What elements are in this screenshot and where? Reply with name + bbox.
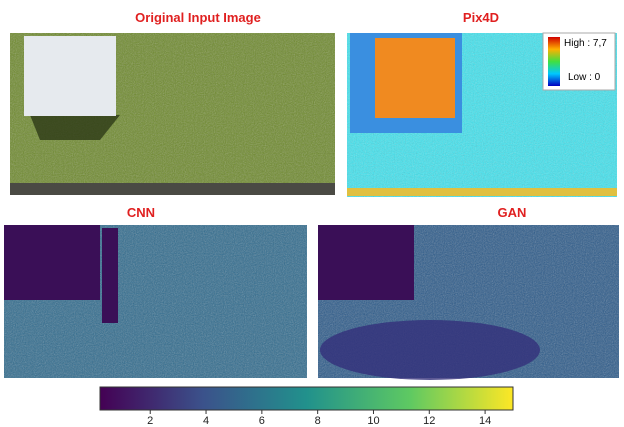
tick-label: 8	[315, 415, 321, 427]
panel-title: Original Input Image	[135, 10, 261, 25]
panel-title: Pix4D	[463, 10, 499, 25]
page: Original Input Image Pix4D CNN GAN High …	[0, 0, 624, 427]
tick-label: 4	[203, 415, 209, 427]
gan-image	[318, 225, 619, 380]
tick-label: 10	[367, 415, 379, 427]
panel-title: CNN	[127, 205, 155, 220]
tick-label: 12	[423, 415, 435, 427]
colorbar-ticks: 2 4 6 8 10 12 14	[147, 410, 491, 427]
panel-title: GAN	[498, 205, 527, 220]
colorbar	[100, 387, 513, 410]
tick-label: 14	[479, 415, 491, 427]
legend-low: Low : 0	[568, 72, 601, 83]
tick-label: 2	[147, 415, 153, 427]
legend-high: High : 7,7	[564, 38, 607, 49]
cnn-image	[4, 225, 307, 378]
figure: Original Input Image Pix4D CNN GAN High …	[0, 0, 624, 427]
tick-label: 6	[259, 415, 265, 427]
pix4d-image: High : 7,7 Low : 0	[347, 33, 617, 197]
input-image	[10, 33, 335, 195]
